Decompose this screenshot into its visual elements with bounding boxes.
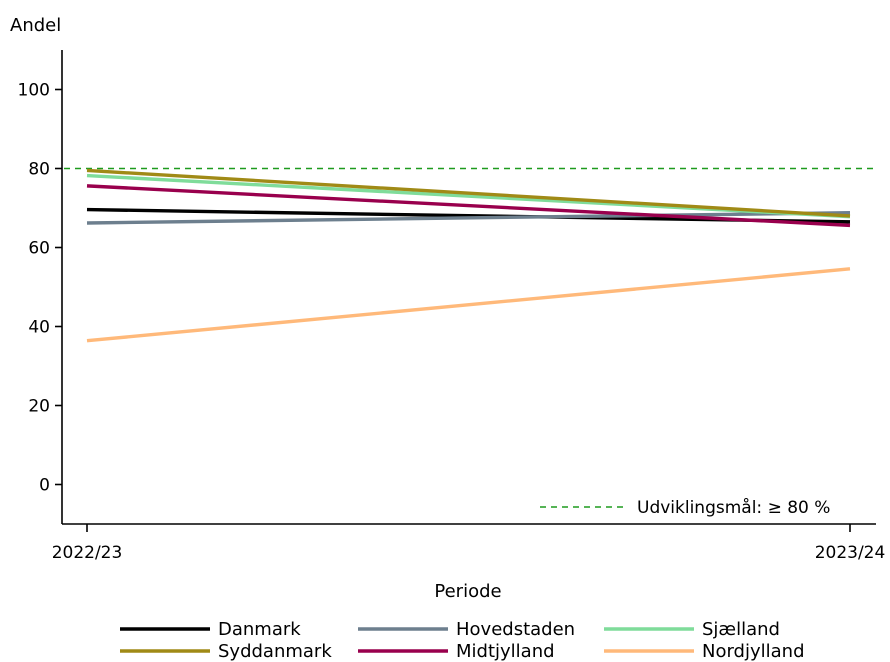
legend-label: Syddanmark xyxy=(218,641,332,662)
y-tick-label: 80 xyxy=(28,160,50,180)
y-tick-label: 40 xyxy=(28,318,50,338)
x-axis-title: Periode xyxy=(434,581,501,602)
legend-label: Danmark xyxy=(218,619,301,640)
y-tick-label: 0 xyxy=(39,476,50,496)
reference-key-label: Udviklingsmål: ≥ 80 % xyxy=(637,497,830,518)
legend: Danmark Hovedstaden Sjælland Syddanmark Midt… xyxy=(120,619,805,662)
y-tick-label: 20 xyxy=(28,397,50,417)
x-tick-label: 2023/24 xyxy=(815,543,886,563)
series-line-hovedstaden xyxy=(86,211,851,225)
series-line-nordjylland xyxy=(86,267,851,343)
legend-label: Hovedstaden xyxy=(456,619,575,640)
y-tick-label: 60 xyxy=(28,239,50,259)
y-tick-label: 100 xyxy=(18,81,50,101)
legend-label: Nordjylland xyxy=(702,641,805,662)
series-line-syddanmark xyxy=(86,168,851,218)
x-tick-label: 2022/23 xyxy=(52,543,123,563)
legend-label: Midtjylland xyxy=(456,641,555,662)
plot-area: 0 20 40 60 80 100 2022/23 2023/24 Udviklingsmål:… xyxy=(18,50,886,563)
y-axis-title: Andel xyxy=(10,15,61,36)
legend-label: Sjælland xyxy=(702,619,780,640)
series-line-midtjylland xyxy=(86,184,851,228)
